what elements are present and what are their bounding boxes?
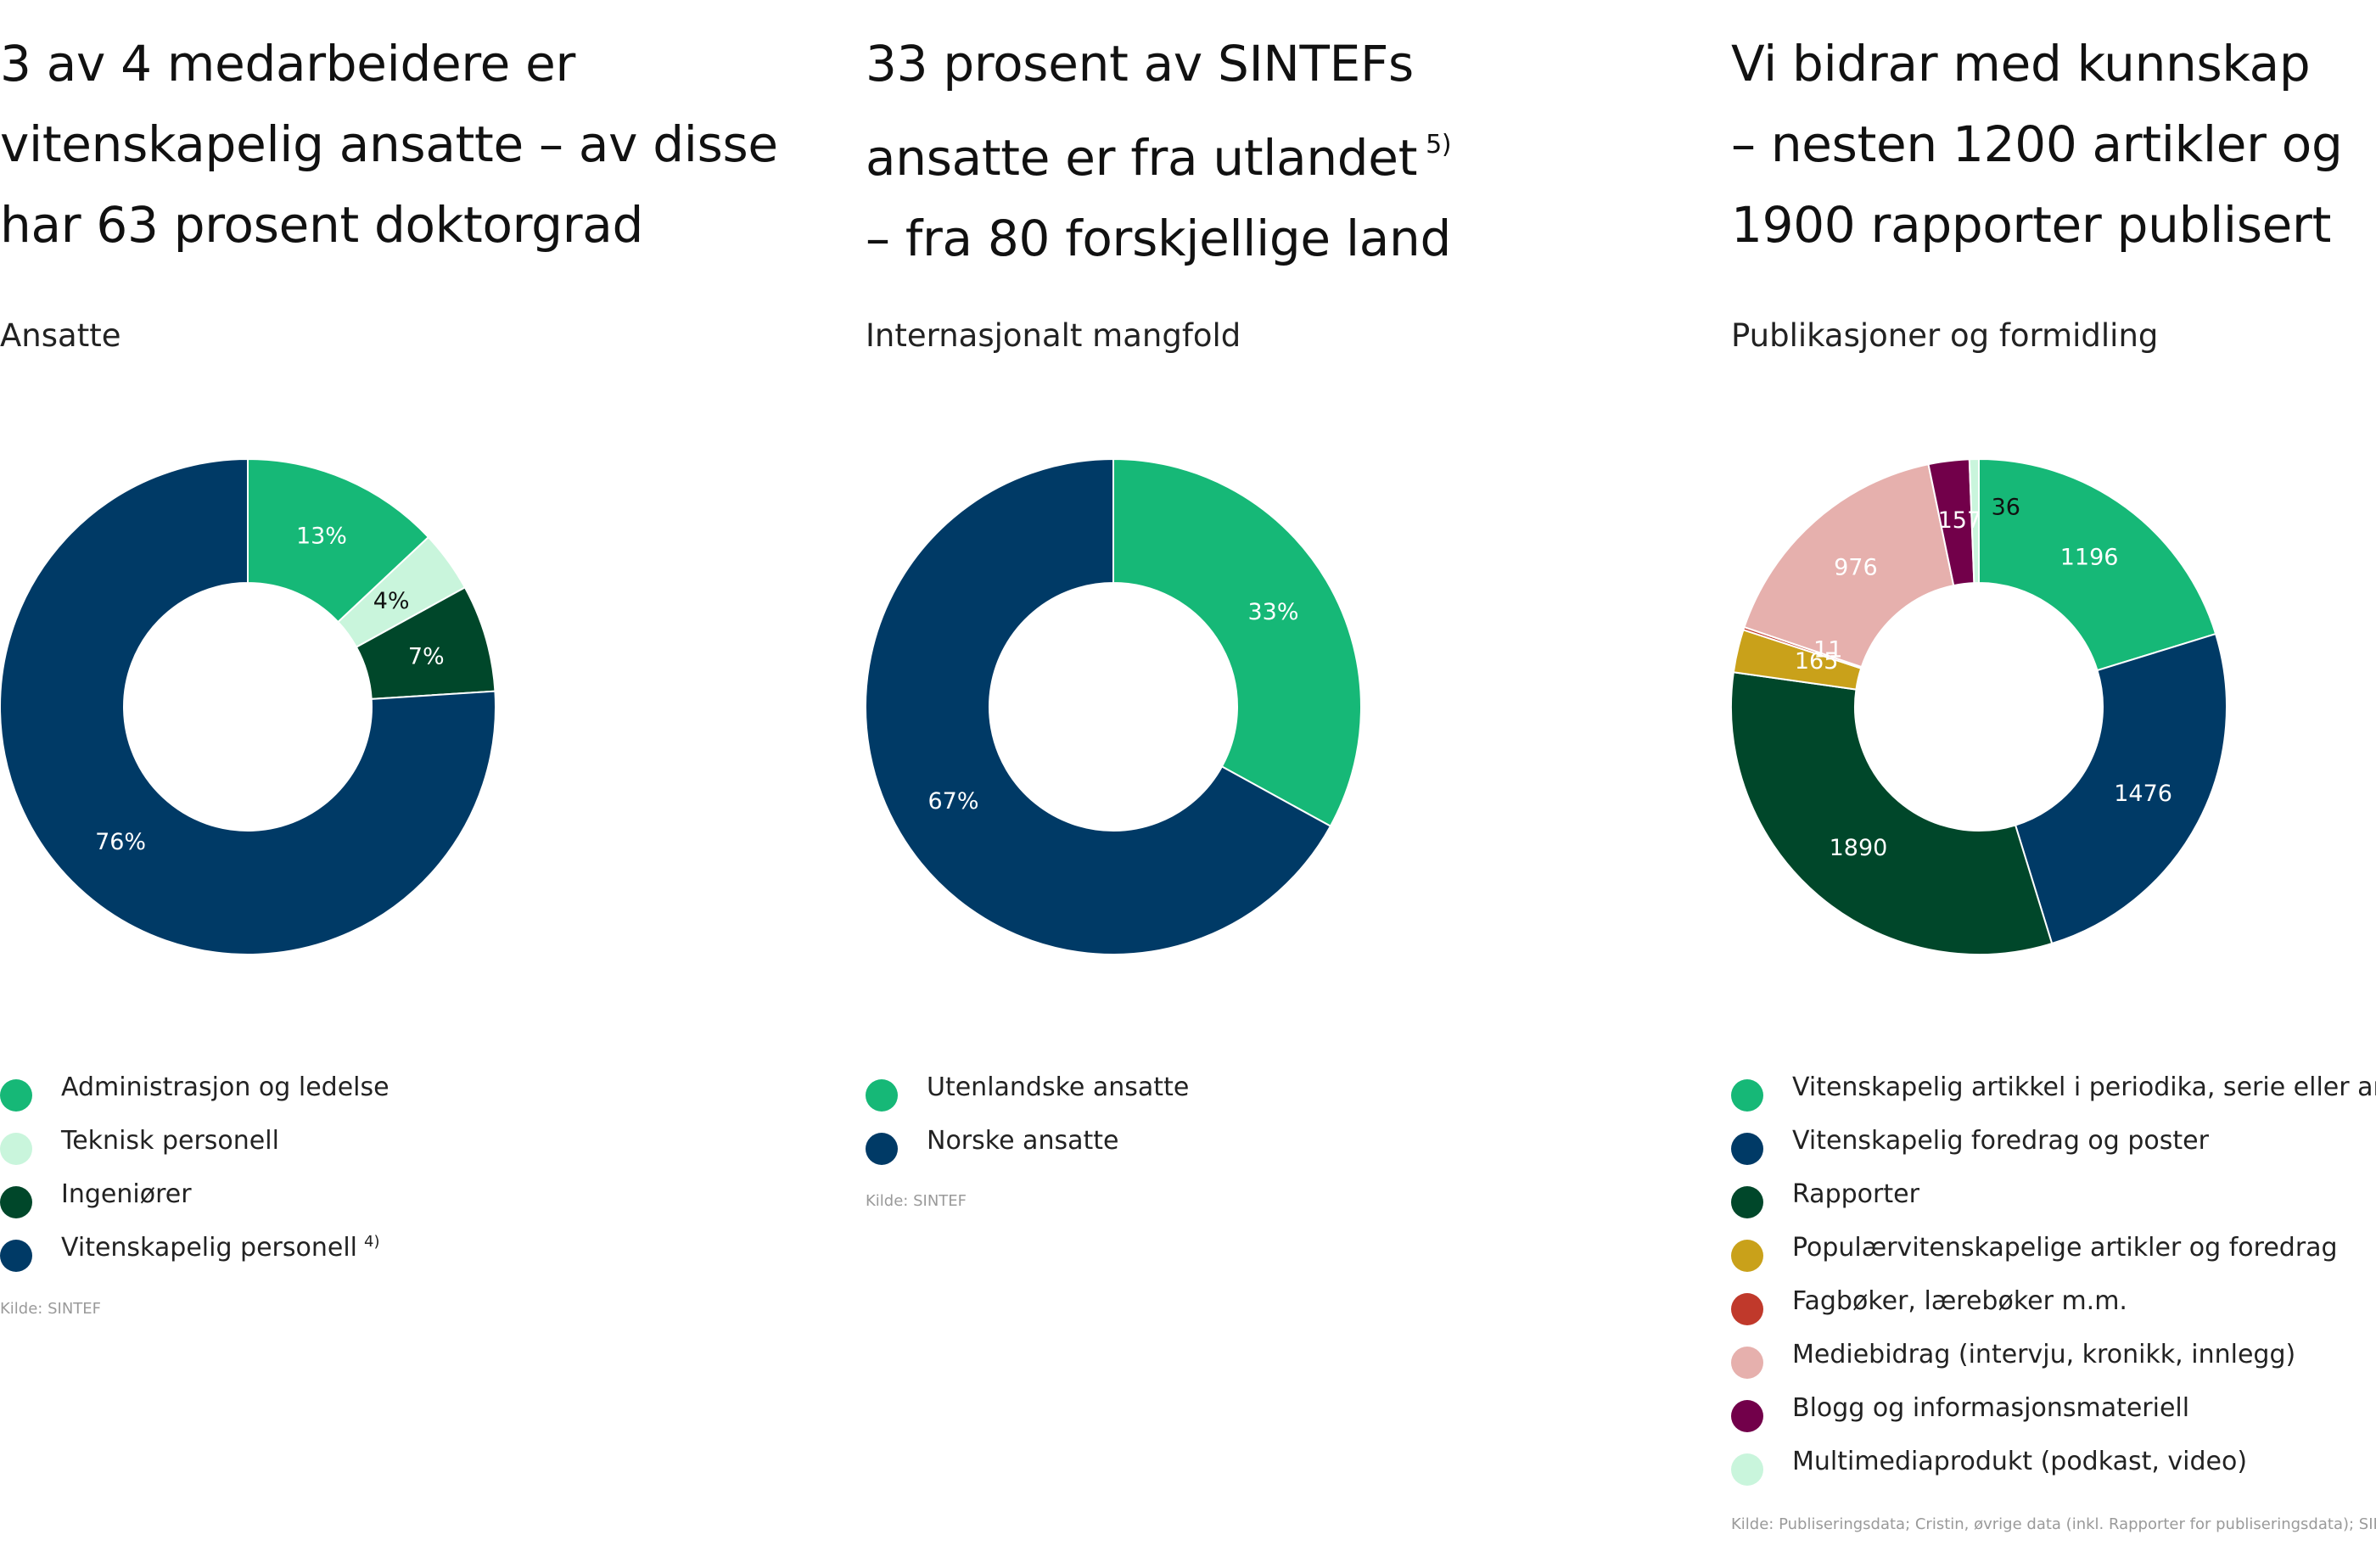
- headline-line: – nesten 1200 artikler og: [1731, 115, 2343, 173]
- legend-label: Vitenskapelig personell 4): [61, 1233, 380, 1263]
- headline-line: 3 av 4 medarbeidere er: [0, 35, 576, 92]
- headline-line: har 63 prosent doktorgrad: [0, 196, 643, 254]
- panel-headline: 33 prosent av SINTEFs ansatte er fra utl…: [866, 24, 1452, 279]
- slice-value-label: 1890: [1830, 835, 1888, 861]
- legend-swatch: [1731, 1079, 1763, 1112]
- legend-label: Populærvitenskapelige artikler og foredr…: [1792, 1233, 2338, 1263]
- legend-swatch: [866, 1079, 898, 1112]
- legend-label: Blogg og informasjonsmateriell: [1792, 1393, 2190, 1423]
- source-note: Kilde: Publiseringsdata; Cristin, øvrige…: [1731, 1515, 2376, 1533]
- donut-slice: [0, 457, 496, 955]
- slice-value-label: 76%: [95, 829, 146, 855]
- legend-swatch: [1731, 1293, 1763, 1325]
- donut-slice: [2014, 632, 2228, 945]
- donut-chart: 33% 67%: [866, 457, 1362, 955]
- headline-line: – fra 80 forskjellige land: [866, 210, 1451, 267]
- headline-line: Vi bidrar med kunnskap: [1731, 35, 2311, 92]
- legend-swatch: [1731, 1240, 1763, 1272]
- legend-label: Mediebidrag (intervju, kronikk, innlegg): [1792, 1340, 2296, 1369]
- source-note: Kilde: SINTEF: [866, 1192, 967, 1210]
- legend-label: Vitenskapelig artikkel i periodika, seri…: [1792, 1072, 2376, 1102]
- slice-value-label: 1196: [2060, 544, 2119, 570]
- chart-subtitle: Ansatte: [0, 317, 121, 354]
- slice-value-label: 1476: [2114, 781, 2172, 807]
- donut-slice: [1743, 462, 1955, 669]
- legend-label: Multimediaprodukt (podkast, video): [1792, 1447, 2248, 1476]
- slice-value-label: 7%: [408, 643, 445, 669]
- legend-swatch: [0, 1240, 32, 1272]
- headline-line: ansatte er fra utlandet: [866, 129, 1418, 187]
- panel-headline: 3 av 4 medarbeidere er vitenskapelig ans…: [0, 24, 778, 266]
- slice-value-label: 976: [1834, 554, 1878, 580]
- slice-value-label: 165: [1795, 648, 1839, 675]
- panel-publications: Vi bidrar med kunnskap – nesten 1200 art…: [1731, 0, 2376, 1568]
- donut-slice: [247, 457, 430, 624]
- footnote-marker: 4): [364, 1233, 380, 1251]
- slice-value-label: 33%: [1247, 599, 1298, 625]
- legend-label: Ingeniører: [61, 1179, 192, 1209]
- legend-label: Administrasjon og ledelse: [61, 1072, 389, 1102]
- headline-line: 33 prosent av SINTEFs: [866, 35, 1414, 92]
- slice-value-label: 67%: [927, 788, 978, 815]
- donut-slice: [1112, 457, 1362, 828]
- legend-swatch: [0, 1133, 32, 1165]
- donut-chart: 13% 4% 7% 76%: [0, 457, 496, 955]
- legend-swatch: [866, 1133, 898, 1165]
- panel-headline: Vi bidrar med kunnskap – nesten 1200 art…: [1731, 24, 2343, 266]
- legend-label: Utenlandske ansatte: [927, 1072, 1190, 1102]
- legend-swatch: [1731, 1453, 1763, 1486]
- donut-slice: [1978, 457, 2217, 672]
- donut-slice: [1968, 457, 1980, 585]
- donut-slice: [866, 457, 1332, 955]
- source-note: Kilde: SINTEF: [0, 1300, 102, 1318]
- headline-line: 1900 rapporter publisert: [1731, 196, 2332, 254]
- legend-label: Vitenskapelig foredrag og poster: [1792, 1126, 2209, 1156]
- legend-label: Rapporter: [1792, 1179, 1919, 1209]
- chart-subtitle: Publikasjoner og formidling: [1731, 317, 2159, 354]
- legend-swatch: [0, 1186, 32, 1218]
- legend-swatch: [1731, 1133, 1763, 1165]
- legend-label: Norske ansatte: [927, 1126, 1119, 1156]
- legend-label: Fagbøker, lærebøker m.m.: [1792, 1286, 2127, 1316]
- slice-value-label: 36: [1992, 495, 2020, 521]
- legend-swatch: [1731, 1347, 1763, 1379]
- panel-staff: 3 av 4 medarbeidere er vitenskapelig ans…: [0, 0, 866, 1568]
- chart-subtitle: Internasjonalt mangfold: [866, 317, 1241, 354]
- panel-international: 33 prosent av SINTEFs ansatte er fra utl…: [866, 0, 1731, 1568]
- legend-swatch: [0, 1079, 32, 1112]
- legend-label: Teknisk personell: [61, 1126, 279, 1156]
- slice-value-label: 4%: [373, 588, 410, 614]
- donut-slice: [1731, 671, 2054, 955]
- legend-swatch: [1731, 1186, 1763, 1218]
- legend-swatch: [1731, 1400, 1763, 1432]
- headline-line: vitenskapelig ansatte – av disse: [0, 115, 778, 173]
- slice-value-label: 13%: [296, 524, 347, 550]
- slice-value-label: 157: [1938, 507, 1982, 534]
- slice-value-label: 11: [1813, 636, 1842, 663]
- footnote-marker: 5): [1426, 130, 1452, 160]
